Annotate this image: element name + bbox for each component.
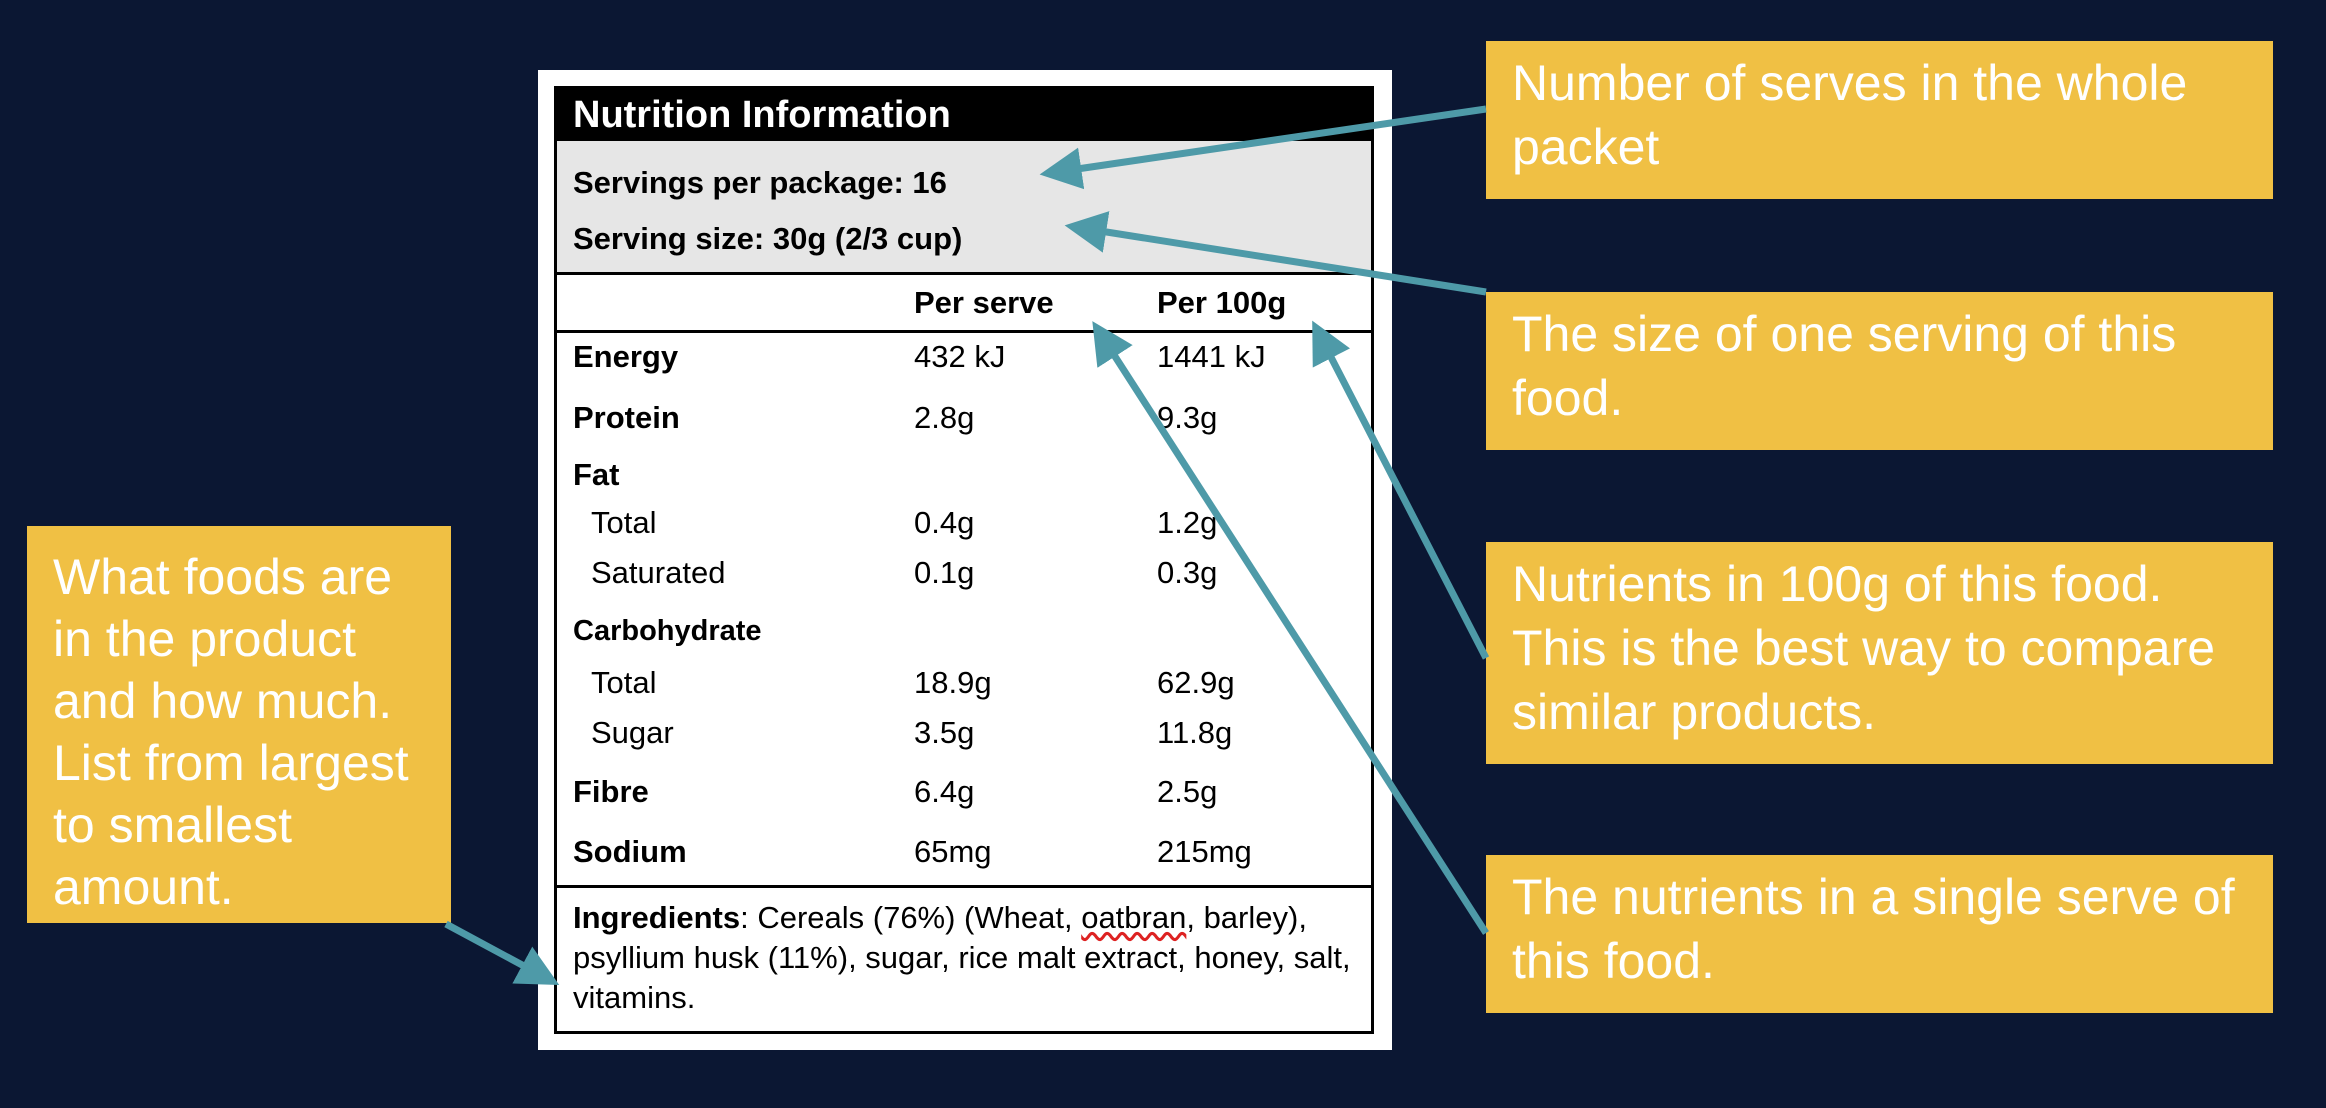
nutrient-name: Saturated [591, 555, 726, 590]
arrow-per-100g [1312, 320, 1490, 660]
per-100g-value: 1441 kJ [1157, 339, 1266, 374]
nutrient-name: Carbohydrate [573, 615, 762, 647]
nutrient-name: Fat [573, 457, 620, 492]
column-header-per-100g: Per 100g [1157, 285, 1287, 320]
servings-per-package: Servings per package: 16 [573, 165, 947, 200]
per-100g-value: 62.9g [1157, 665, 1235, 700]
per-serve-value: 18.9g [914, 665, 992, 700]
nutrient-name: Sodium [573, 834, 687, 869]
callout-per-100g: Nutrients in 100g of this food. This is … [1486, 542, 2273, 764]
ingredients-part1: : Cereals (76%) (Wheat, [740, 900, 1082, 935]
per-100g-value: 1.2g [1157, 505, 1218, 540]
nutrition-panel: Nutrition Information Servings per packa… [554, 86, 1374, 1034]
callout-serving-size: The size of one serving of this food. [1486, 292, 2273, 450]
callout-ingredients: What foods are in the product and how mu… [27, 526, 451, 923]
callout-per-serve: The nutrients in a single serve of this … [1486, 855, 2273, 1013]
arrow-ingredients [444, 920, 560, 985]
per-100g-value: 2.5g [1157, 774, 1218, 809]
per-serve-value: 432 kJ [914, 339, 1006, 374]
per-100g-value: 11.8g [1157, 715, 1233, 750]
nutrient-name: Total [591, 505, 657, 540]
arrow-serving-size [1064, 211, 1487, 296]
per-serve-value: 6.4g [914, 774, 975, 809]
arrow-per-serve [1092, 321, 1489, 935]
column-header-per-serve: Per serve [914, 285, 1054, 320]
arrow-servings [1039, 105, 1487, 190]
per-100g-value: 9.3g [1157, 400, 1218, 435]
ingredients-part2: , barley), psyllium husk (11%), sugar, r… [573, 900, 1351, 1015]
per-100g-value: 0.3g [1157, 555, 1218, 590]
nutrient-name: Total [591, 665, 657, 700]
callout-servings: Number of serves in the whole packet [1486, 41, 2273, 199]
nutrient-name: Energy [573, 339, 679, 374]
ingredients-spellcheck-word: oatbran [1081, 900, 1187, 935]
nutrient-name: Fibre [573, 774, 649, 809]
per-serve-value: 65mg [914, 834, 992, 869]
nutrient-name: Protein [573, 400, 680, 435]
ingredients-text: Ingredients: Cereals (76%) (Wheat, oatbr… [557, 888, 1371, 1018]
per-serve-value: 0.4g [914, 505, 975, 540]
per-serve-value: 2.8g [914, 400, 975, 435]
nutrient-name: Sugar [591, 715, 674, 750]
ingredients-label: Ingredients [573, 900, 741, 935]
panel-title: Nutrition Information [557, 89, 1371, 141]
per-serve-value: 3.5g [914, 715, 975, 750]
column-header-row: Per serve Per 100g [557, 275, 1371, 333]
per-serve-value: 0.1g [914, 555, 975, 590]
nutrient-rows: Energy 432 kJ 1441 kJ Protein 2.8g 9.3g … [557, 333, 1371, 888]
per-100g-value: 215mg [1157, 834, 1252, 869]
serving-size: Serving size: 30g (2/3 cup) [573, 221, 963, 256]
